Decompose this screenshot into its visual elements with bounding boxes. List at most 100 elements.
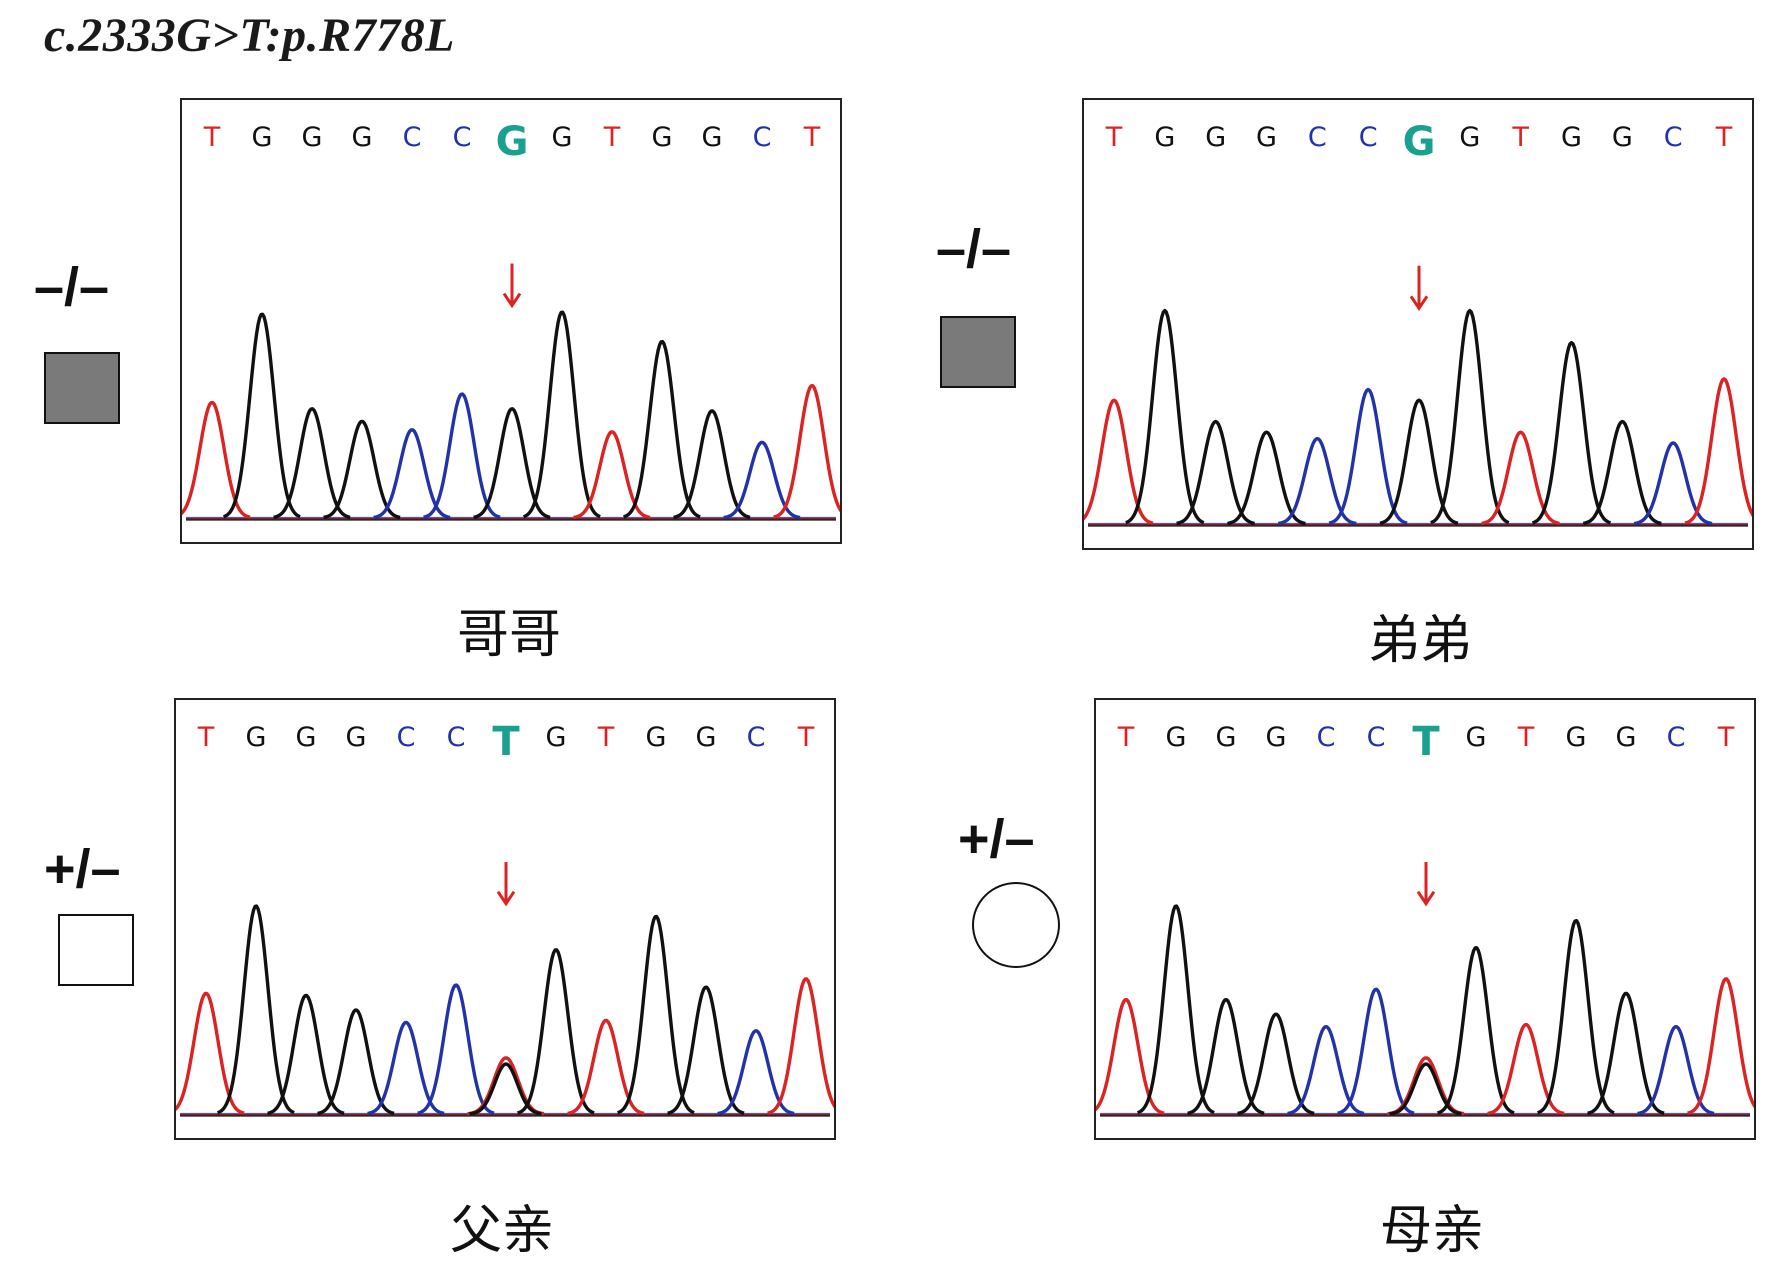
base-call-T: T — [492, 719, 520, 765]
peak-G — [1587, 991, 1665, 1115]
base-call-G: G — [1459, 122, 1480, 153]
peak-T — [176, 991, 245, 1115]
base-call-G: G — [702, 122, 723, 153]
peak-T — [1487, 1022, 1565, 1116]
peak-C — [1337, 987, 1415, 1115]
base-call-T: T — [1412, 719, 1440, 765]
base-call-T: T — [603, 122, 621, 153]
base-call-G: G — [252, 122, 273, 153]
base-call-C: C — [747, 722, 766, 753]
peak-T — [567, 1018, 645, 1116]
base-call-C: C — [453, 122, 472, 153]
peak-C — [373, 428, 451, 520]
peak-T — [1481, 430, 1560, 526]
base-call-G: G — [496, 119, 529, 165]
base-call-G: G — [1216, 722, 1237, 753]
base-call-G: G — [346, 722, 367, 753]
peak-C — [723, 440, 801, 520]
pedigree-symbol-unaffected-female — [972, 882, 1060, 968]
peak-T — [1687, 977, 1754, 1115]
peak-G — [517, 948, 595, 1115]
base-call-C: C — [403, 122, 422, 153]
peak-G — [473, 407, 551, 519]
base-call-G: G — [1205, 122, 1226, 153]
peak-T — [573, 430, 651, 520]
peak-T — [1684, 377, 1752, 525]
peak-C — [1287, 1025, 1365, 1116]
base-call-G: G — [1466, 722, 1487, 753]
panel-caption: 父亲 — [449, 1201, 555, 1261]
mutation-arrow-icon — [502, 263, 522, 309]
base-call-T: T — [203, 122, 221, 153]
base-call-T: T — [1117, 722, 1135, 753]
peak-G — [1379, 398, 1459, 525]
peak-T — [767, 977, 834, 1115]
base-call-T: T — [803, 122, 821, 153]
genotype-label: +/– — [958, 809, 1035, 869]
base-call-C: C — [1359, 122, 1378, 153]
base-call-C: C — [397, 722, 416, 753]
peak-C — [1637, 1025, 1715, 1116]
base-call-C: C — [1317, 722, 1336, 753]
peak-C — [367, 1020, 445, 1116]
base-call-G: G — [1266, 722, 1287, 753]
base-call-T: T — [1105, 122, 1123, 153]
base-call-G: G — [1256, 122, 1277, 153]
genotype-label: –/– — [34, 257, 110, 317]
peak-C — [1277, 436, 1357, 526]
peak-G — [1437, 946, 1515, 1115]
peak-G — [216, 904, 295, 1115]
base-call-T: T — [597, 722, 615, 753]
panel-caption: 弟弟 — [1367, 611, 1473, 671]
mutation-arrow-icon — [496, 862, 516, 907]
base-call-T: T — [197, 722, 215, 753]
base-call-G: G — [646, 722, 667, 753]
peak-G — [673, 409, 751, 520]
base-call-G: G — [1616, 722, 1637, 753]
peak-G — [623, 339, 701, 519]
base-call-G: G — [1566, 722, 1587, 753]
base-call-C: C — [753, 122, 772, 153]
base-call-G: G — [1561, 122, 1582, 153]
base-call-T: T — [1717, 722, 1735, 753]
peak-T — [1096, 998, 1165, 1115]
peak-T — [1084, 398, 1154, 525]
panel-caption: 母亲 — [1379, 1201, 1485, 1261]
base-call-G: G — [296, 722, 317, 753]
base-call-T: T — [797, 722, 815, 753]
base-call-G: G — [696, 722, 717, 753]
genotype-label: +/– — [44, 839, 121, 899]
mutation-arrow-icon — [1409, 265, 1429, 312]
base-call-C: C — [447, 722, 466, 753]
base-call-G: G — [352, 122, 373, 153]
base-call-T: T — [1511, 122, 1529, 153]
base-call-G: G — [246, 722, 267, 753]
peak-G — [1136, 904, 1215, 1115]
base-call-C: C — [1367, 722, 1386, 753]
base-call-G: G — [546, 722, 567, 753]
peak-C — [717, 1029, 795, 1116]
peak-C — [1633, 441, 1713, 526]
base-call-T: T — [1517, 722, 1535, 753]
base-call-G: G — [1612, 122, 1633, 153]
base-call-G: G — [1154, 122, 1175, 153]
peak-G — [1430, 308, 1510, 525]
peak-G — [1531, 340, 1612, 525]
base-call-G: G — [1403, 119, 1436, 165]
peak-T — [773, 384, 840, 519]
peak-G — [522, 310, 601, 519]
base-call-G: G — [552, 122, 573, 153]
genotype-label: –/– — [936, 219, 1012, 279]
peak-G — [469, 1062, 542, 1116]
peak-G — [617, 914, 695, 1115]
base-call-G: G — [652, 122, 673, 153]
peak-C — [417, 983, 495, 1115]
peak-G — [222, 312, 301, 519]
peak-G — [1125, 308, 1205, 525]
base-call-C: C — [1308, 122, 1327, 153]
pedigree-symbol-unaffected-male — [58, 914, 134, 986]
panel-caption: 哥哥 — [456, 605, 562, 665]
